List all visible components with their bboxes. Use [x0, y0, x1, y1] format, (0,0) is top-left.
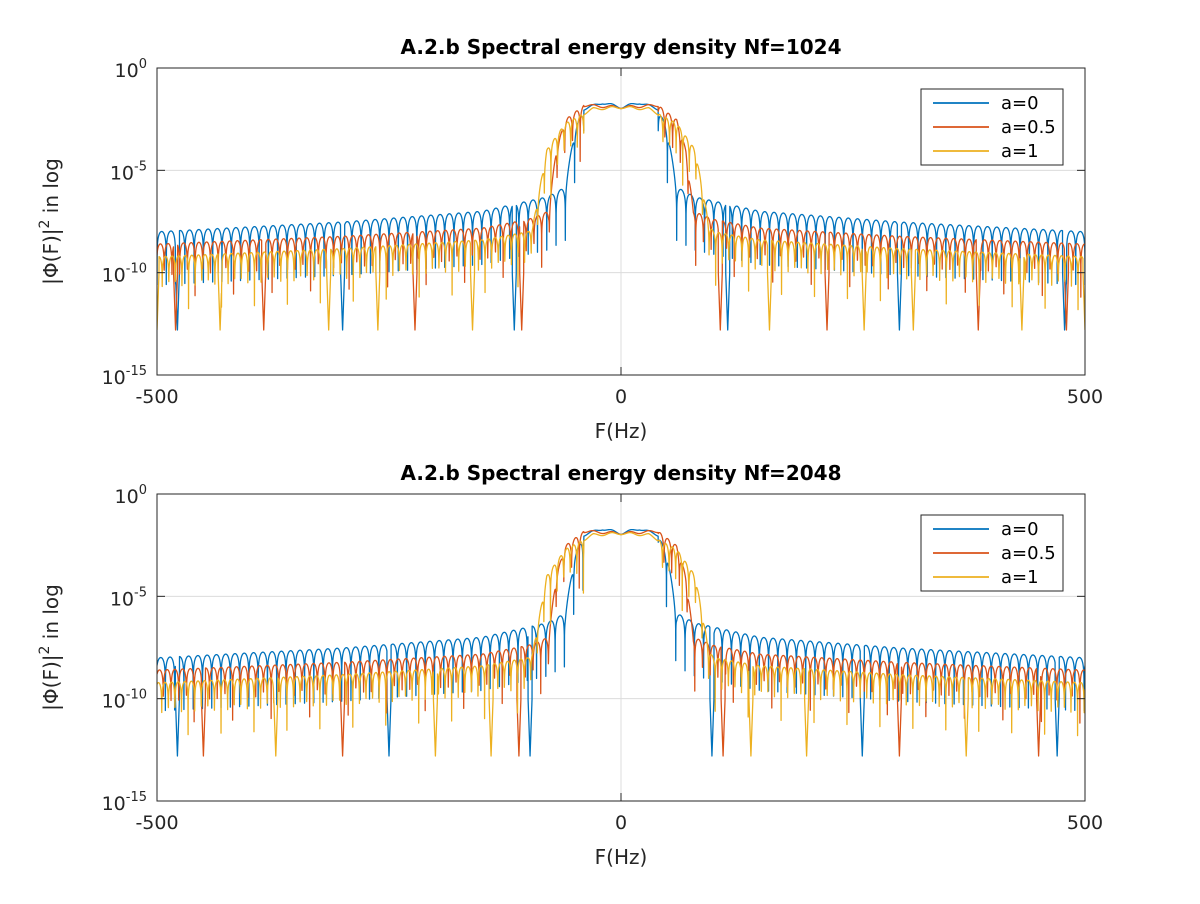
legend-item: a=0 — [933, 93, 1039, 114]
y-tick-label-exponent: 0 — [139, 57, 147, 72]
gridlines — [157, 68, 1085, 375]
y-axis-label-main: |Φ(F)| — [39, 229, 63, 285]
gridlines — [157, 494, 1085, 801]
x-axis-label: F(Hz) — [595, 419, 648, 443]
legend: a=0 a=0.5 a=1 — [920, 514, 1064, 592]
y-tick-label: 10-10 — [102, 688, 147, 713]
y-tick-label-exponent: -5 — [134, 585, 147, 600]
y-tick-label: 10-5 — [110, 159, 147, 184]
y-axis-label-superscript: 2 — [37, 220, 53, 229]
legend: a=0 a=0.5 a=1 — [920, 88, 1064, 166]
legend-label: a=0 — [1001, 519, 1039, 540]
y-tick-label: 100 — [115, 483, 147, 508]
chart-title: A.2.b Spectral energy density Nf=1024 — [401, 35, 842, 59]
y-tick-label-base: 10 — [115, 60, 139, 82]
x-tick-label: -500 — [135, 386, 178, 408]
y-tick-label-base: 10 — [110, 162, 134, 184]
legend-label: a=0 — [1001, 93, 1039, 114]
y-tick-label-base: 10 — [102, 691, 126, 713]
x-tick-label: 0 — [615, 812, 627, 834]
series-group — [157, 528, 1085, 757]
y-tick-label: 10-10 — [102, 262, 147, 287]
series-line — [157, 531, 1085, 757]
series-line — [157, 105, 1085, 331]
legend-item: a=0.5 — [933, 117, 1056, 138]
y-tick-label: 10-15 — [102, 364, 147, 389]
y-tick-label-base: 10 — [102, 793, 126, 815]
x-tick-label: -500 — [135, 812, 178, 834]
y-axis-label: |Φ(F)|2 in log — [37, 158, 63, 285]
y-tick-label-base: 10 — [115, 486, 139, 508]
y-axis-label-main: |Φ(F)| — [39, 655, 63, 711]
legend-label: a=1 — [1001, 141, 1039, 162]
x-axis: -500 0 500 — [135, 68, 1103, 408]
legend-label: a=0.5 — [1001, 543, 1056, 564]
y-tick-label: 10-15 — [102, 790, 147, 815]
y-tick-label-base: 10 — [102, 265, 126, 287]
y-tick-label-exponent: 0 — [139, 483, 147, 498]
series-group — [157, 102, 1085, 331]
y-tick-label-exponent: -15 — [126, 364, 147, 379]
legend-label: a=1 — [1001, 567, 1039, 588]
x-tick-label: 500 — [1067, 812, 1103, 834]
x-tick-label: 500 — [1067, 386, 1103, 408]
y-tick-label-exponent: -10 — [126, 262, 147, 277]
legend-item: a=1 — [933, 141, 1039, 162]
y-axis-label-tail: in log — [39, 158, 63, 219]
x-axis: -500 0 500 — [135, 494, 1103, 834]
y-axis-label-tail: in log — [39, 584, 63, 645]
y-tick-label-exponent: -15 — [126, 790, 147, 805]
x-tick-label: 0 — [615, 386, 627, 408]
y-tick-label-base: 10 — [102, 367, 126, 389]
y-tick-label: 10-5 — [110, 585, 147, 610]
legend-item: a=0.5 — [933, 543, 1056, 564]
x-axis-label: F(Hz) — [595, 845, 648, 869]
chart-title: A.2.b Spectral energy density Nf=2048 — [401, 461, 842, 485]
y-axis-label: |Φ(F)|2 in log — [37, 584, 63, 711]
legend-item: a=0 — [933, 519, 1039, 540]
y-tick-label-exponent: -5 — [134, 159, 147, 174]
y-tick-label-base: 10 — [110, 588, 134, 610]
legend-item: a=1 — [933, 567, 1039, 588]
y-tick-label: 100 — [115, 57, 147, 82]
y-axis-label-superscript: 2 — [37, 646, 53, 655]
y-tick-label-exponent: -10 — [126, 688, 147, 703]
legend-label: a=0.5 — [1001, 117, 1056, 138]
